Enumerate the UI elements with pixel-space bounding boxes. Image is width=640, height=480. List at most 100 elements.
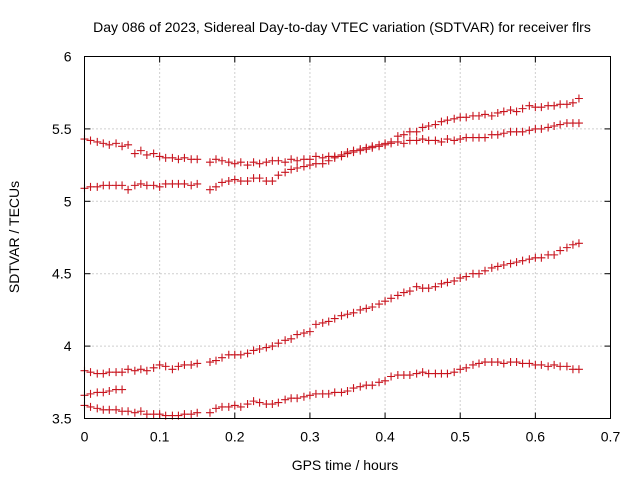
data-point	[155, 360, 164, 369]
data-point	[249, 346, 258, 355]
data-point	[499, 261, 508, 270]
data-point	[544, 362, 553, 371]
data-point	[405, 371, 414, 380]
data-point	[324, 317, 333, 326]
data-point	[556, 246, 565, 255]
data-point	[105, 386, 114, 395]
data-point	[299, 162, 308, 171]
data-point	[118, 368, 127, 377]
data-point	[450, 136, 459, 145]
data-point	[281, 168, 290, 177]
data-point	[86, 402, 95, 411]
data-point	[537, 124, 546, 133]
data-point	[568, 98, 577, 107]
data-point	[205, 158, 214, 167]
data-point	[525, 126, 534, 135]
data-point	[268, 342, 277, 351]
data-point	[393, 291, 402, 300]
data-point	[450, 114, 459, 123]
data-point	[512, 358, 521, 367]
data-point	[475, 111, 483, 120]
data-point	[281, 336, 290, 345]
data-point	[149, 149, 158, 158]
data-point	[343, 310, 352, 319]
data-point	[268, 400, 277, 409]
data-point	[562, 362, 571, 371]
data-series	[80, 94, 583, 420]
data-point	[550, 101, 559, 110]
data-point	[499, 359, 508, 368]
data-point	[424, 284, 433, 293]
data-point	[255, 174, 264, 183]
data-point	[255, 159, 264, 168]
data-point	[387, 372, 396, 381]
data-point	[93, 404, 102, 413]
data-point	[493, 108, 502, 117]
data-point	[236, 158, 245, 167]
data-point	[562, 243, 571, 252]
data-point	[118, 181, 127, 190]
grid-lines	[84, 56, 611, 419]
data-point	[299, 392, 308, 401]
data-point	[443, 278, 452, 287]
data-point	[93, 137, 102, 146]
data-point	[412, 127, 421, 136]
data-point	[236, 402, 245, 411]
data-point	[99, 369, 108, 378]
series-3	[80, 239, 583, 378]
data-point	[193, 155, 202, 164]
data-point	[399, 288, 408, 297]
data-point	[236, 350, 245, 359]
data-point	[431, 282, 440, 291]
data-point	[255, 398, 264, 407]
data-point	[293, 163, 302, 172]
data-point	[105, 140, 114, 149]
data-point	[218, 353, 227, 362]
data-point	[387, 294, 396, 303]
data-point	[112, 139, 121, 148]
x-tick-label: 0.1	[150, 429, 170, 445]
data-point	[149, 363, 158, 372]
data-point	[418, 123, 427, 132]
data-point	[281, 395, 290, 404]
data-point	[499, 107, 508, 116]
data-point	[499, 129, 508, 138]
data-point	[243, 161, 252, 170]
data-point	[212, 182, 220, 191]
data-point	[112, 405, 121, 414]
data-point	[130, 408, 139, 417]
data-point	[481, 358, 490, 367]
data-point	[193, 359, 202, 368]
data-point	[399, 139, 408, 148]
data-point	[93, 182, 102, 191]
y-tick-label: 4	[64, 338, 72, 354]
data-point	[168, 365, 177, 374]
data-point	[375, 300, 384, 309]
data-point	[224, 177, 233, 186]
data-point	[124, 365, 133, 374]
data-point	[324, 389, 333, 398]
data-point	[168, 153, 177, 162]
data-point	[462, 113, 471, 122]
data-point	[330, 153, 339, 162]
data-point	[187, 181, 196, 190]
data-point	[142, 410, 151, 419]
data-point	[124, 407, 133, 416]
data-point	[149, 181, 158, 190]
data-point	[506, 259, 515, 268]
data-point	[193, 408, 202, 417]
data-point	[550, 360, 559, 369]
data-point	[356, 305, 365, 314]
data-point	[481, 266, 490, 275]
data-point	[218, 402, 227, 411]
data-point	[544, 123, 553, 132]
data-point	[375, 140, 384, 149]
y-axis-label: SDTVAR / TECUs	[6, 181, 22, 293]
data-point	[287, 155, 296, 164]
y-tick-label: 3.5	[52, 411, 72, 427]
data-point	[180, 360, 189, 369]
x-tick-label: 0.7	[601, 429, 621, 445]
data-point	[381, 297, 390, 306]
data-point	[349, 384, 358, 393]
data-point	[274, 339, 283, 348]
